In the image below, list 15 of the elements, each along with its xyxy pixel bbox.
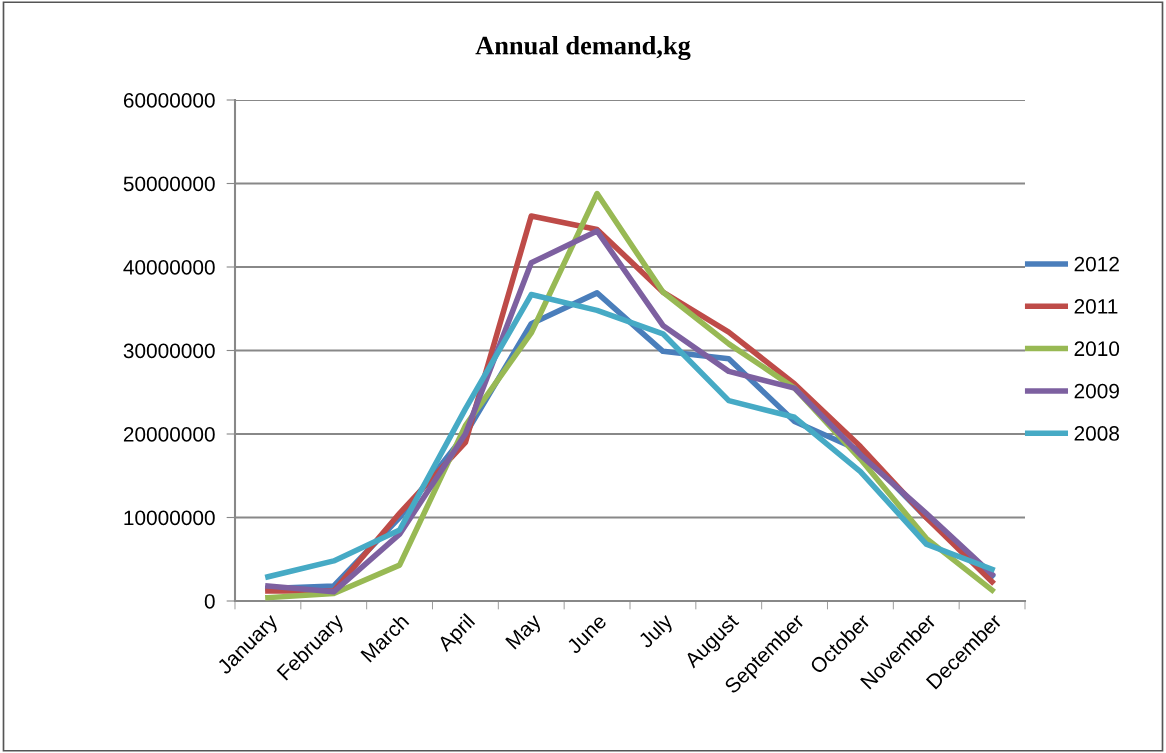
legend-label: 2008 [1074, 426, 1120, 441]
y-tick-label: 20000000 [123, 427, 215, 442]
legend-label: 2010 [1074, 341, 1120, 357]
y-tick-label: 10000000 [124, 510, 215, 526]
y-tick-label: 40000000 [123, 260, 215, 275]
y-tick-label: 0 [204, 594, 215, 609]
y-tick-label: 50000000 [123, 176, 215, 192]
y-tick-label: 60000000 [123, 93, 215, 108]
legend-label: 2011 [1074, 299, 1118, 314]
x-tick-label: July [636, 612, 677, 652]
y-tick-label: 30000000 [123, 343, 215, 359]
legend-label: 2012 [1074, 256, 1119, 272]
x-tick-label: May [505, 612, 545, 653]
chart-title: Annual demand,kg [475, 35, 691, 61]
legend-label: 2009 [1074, 383, 1119, 399]
